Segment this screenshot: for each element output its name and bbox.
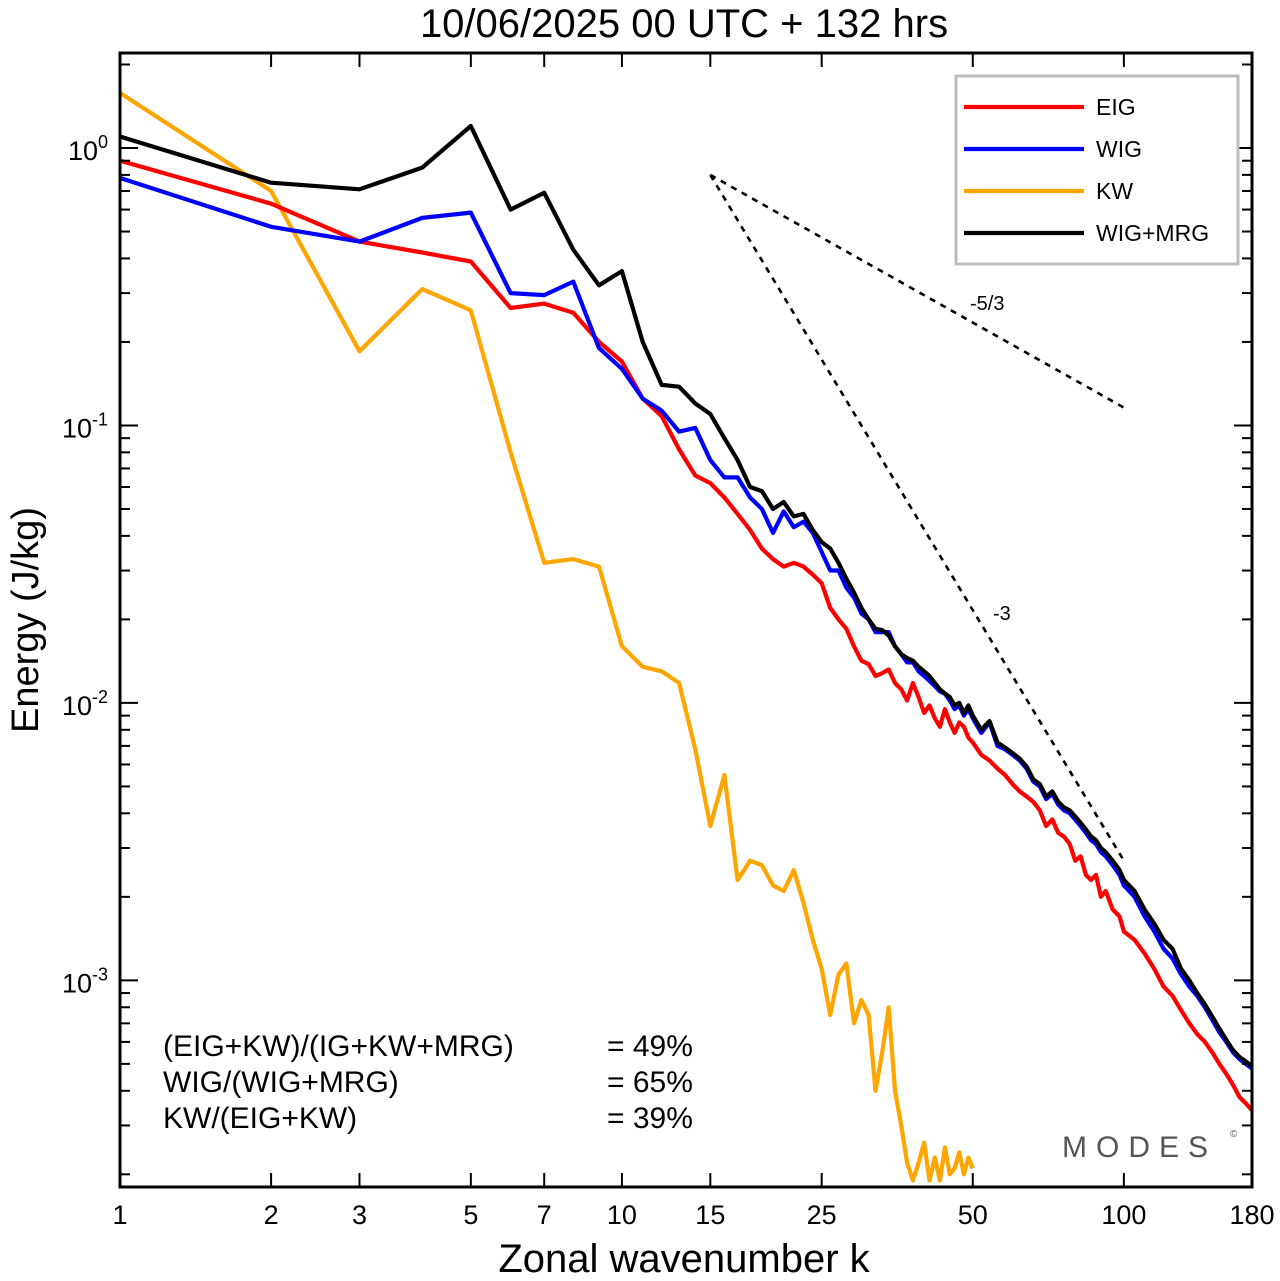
y-tick-label: 100 [68, 132, 108, 166]
x-tick-label: 1 [112, 1200, 127, 1230]
x-tick-label: 15 [695, 1200, 725, 1230]
y-tick-label: 10-2 [62, 687, 108, 721]
stat-value: = 39% [607, 1102, 693, 1135]
plot-area [120, 91, 1252, 1183]
y-tick-label: 10-1 [62, 409, 108, 443]
series-line-wig-mrg [120, 123, 1252, 1068]
legend-label: WIG [1096, 136, 1142, 162]
statistics-annotations: (EIG+KW)/(IG+KW+MRG) = 49% WIG/(WIG+MRG) = … [163, 1030, 693, 1135]
x-tick-label: 2 [264, 1200, 279, 1230]
copyright-mark: © [1230, 1129, 1238, 1140]
axis-ticks [119, 53, 1253, 1187]
series-line-kw [120, 91, 975, 1183]
x-tick-labels: 1 2 3 5 7 10 15 25 50 100 180 [112, 1200, 1274, 1230]
series-line-eig [120, 158, 1252, 1112]
x-tick-label: 7 [537, 1200, 552, 1230]
modes-logo: MODES [1062, 1131, 1217, 1164]
stat-label: WIG/(WIG+MRG) [163, 1066, 399, 1099]
x-tick-label: 180 [1229, 1200, 1274, 1230]
stat-label: KW/(EIG+KW) [163, 1102, 357, 1135]
y-axis-label: Energy (J/kg) [5, 507, 47, 733]
stat-label: (EIG+KW)/(IG+KW+MRG) [163, 1030, 514, 1063]
stat-value: = 49% [607, 1030, 693, 1063]
x-tick-label: 3 [352, 1200, 367, 1230]
stat-value: = 65% [607, 1066, 693, 1099]
y-tick-label: 10-3 [62, 964, 108, 998]
legend-label: WIG+MRG [1096, 220, 1209, 246]
legend-label: KW [1096, 178, 1133, 204]
x-axis-label: Zonal wavenumber k [498, 1237, 870, 1281]
x-tick-label: 5 [463, 1200, 478, 1230]
series-line-wig [120, 175, 1252, 1071]
x-tick-label: 25 [807, 1200, 837, 1230]
slope-label: -5/3 [970, 293, 1004, 315]
x-tick-label: 100 [1101, 1200, 1146, 1230]
x-tick-label: 10 [607, 1200, 637, 1230]
legend: EIG WIG KW WIG+MRG [954, 74, 1240, 266]
legend-label: EIG [1096, 94, 1136, 120]
reference-line-slope-three [709, 174, 1125, 862]
chart-title: 10/06/2025 00 UTC + 132 hrs [420, 2, 948, 46]
x-tick-label: 50 [958, 1200, 988, 1230]
y-tick-labels: 100 10-1 10-2 10-3 [62, 132, 108, 998]
slope-label: -3 [993, 603, 1011, 625]
